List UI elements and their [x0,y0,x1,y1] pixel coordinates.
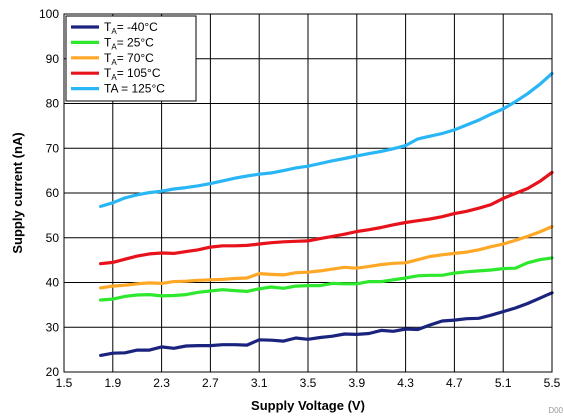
figure-id-tag: D00 [548,406,563,415]
x-tick-label: 1.9 [104,376,121,390]
legend-label-0: TA= -40°C [104,20,158,36]
x-tick-label: 1.5 [56,376,73,390]
legend-label-2: TA= 70°C [104,51,154,67]
legend: TA= -40°CTA= 25°CTA= 70°CTA= 105°CTA = 1… [65,15,197,102]
y-tick-labels: 20 30 40 50 60 70 80 90 100 [39,7,59,379]
series-line-2 [98,225,554,290]
y-tick-label: 40 [46,276,60,290]
x-tick-label: 2.7 [202,376,219,390]
y-tick-label: 100 [39,7,59,21]
y-tick-label: 90 [46,52,60,66]
x-tick-label: 5.5 [544,376,561,390]
series-line-1 [98,256,554,302]
y-tick-label: 30 [46,320,60,334]
x-tick-label: 3.9 [348,376,365,390]
series-lines [98,71,554,357]
y-tick-label: 20 [46,365,60,379]
legend-label-4: TA = 125°C [104,82,165,96]
y-tick-label: 70 [46,141,60,155]
legend-label-3: TA= 105°C [104,66,161,82]
series-line-4 [98,71,554,208]
x-tick-label: 4.7 [446,376,463,390]
plot-frame [63,13,553,373]
x-tick-label: 5.1 [495,376,512,390]
y-axis-title: Supply current (nA) [10,132,25,253]
x-axis-title: Supply Voltage (V) [251,398,365,413]
legend-label-1: TA= 25°C [104,35,154,51]
x-tick-label: 3.1 [251,376,268,390]
x-tick-label: 4.3 [397,376,414,390]
x-tick-label: 3.5 [300,376,317,390]
series-line-0 [98,291,554,357]
x-tick-label: 2.3 [153,376,170,390]
y-tick-label: 80 [46,97,60,111]
y-tick-label: 50 [46,231,60,245]
y-tick-label: 60 [46,186,60,200]
x-tick-labels: 1.5 1.9 2.3 2.7 3.1 3.5 3.9 4.3 4.7 5.1 5.5 [56,376,561,390]
series-line-3 [98,170,554,266]
